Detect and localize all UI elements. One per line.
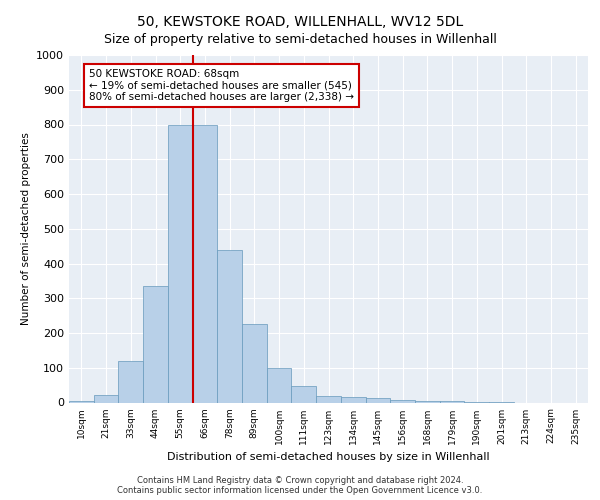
Bar: [168, 124, 193, 402]
Bar: [118, 361, 143, 403]
Bar: [316, 396, 341, 402]
Bar: [365, 398, 390, 402]
Text: Size of property relative to semi-detached houses in Willenhall: Size of property relative to semi-detach…: [104, 32, 496, 46]
Bar: [193, 124, 217, 402]
Bar: [341, 398, 365, 402]
Bar: [415, 401, 440, 402]
Bar: [217, 250, 242, 402]
Bar: [143, 286, 168, 403]
Y-axis label: Number of semi-detached properties: Number of semi-detached properties: [20, 132, 31, 325]
Text: 50, KEWSTOKE ROAD, WILLENHALL, WV12 5DL: 50, KEWSTOKE ROAD, WILLENHALL, WV12 5DL: [137, 15, 463, 29]
Bar: [390, 400, 415, 402]
Text: 50 KEWSTOKE ROAD: 68sqm
← 19% of semi-detached houses are smaller (545)
80% of s: 50 KEWSTOKE ROAD: 68sqm ← 19% of semi-de…: [89, 69, 354, 102]
Bar: [69, 401, 94, 402]
Bar: [292, 386, 316, 402]
Bar: [242, 324, 267, 402]
Bar: [94, 395, 118, 402]
Bar: [267, 368, 292, 402]
Text: Contains HM Land Registry data © Crown copyright and database right 2024.
Contai: Contains HM Land Registry data © Crown c…: [118, 476, 482, 495]
X-axis label: Distribution of semi-detached houses by size in Willenhall: Distribution of semi-detached houses by …: [167, 452, 490, 462]
